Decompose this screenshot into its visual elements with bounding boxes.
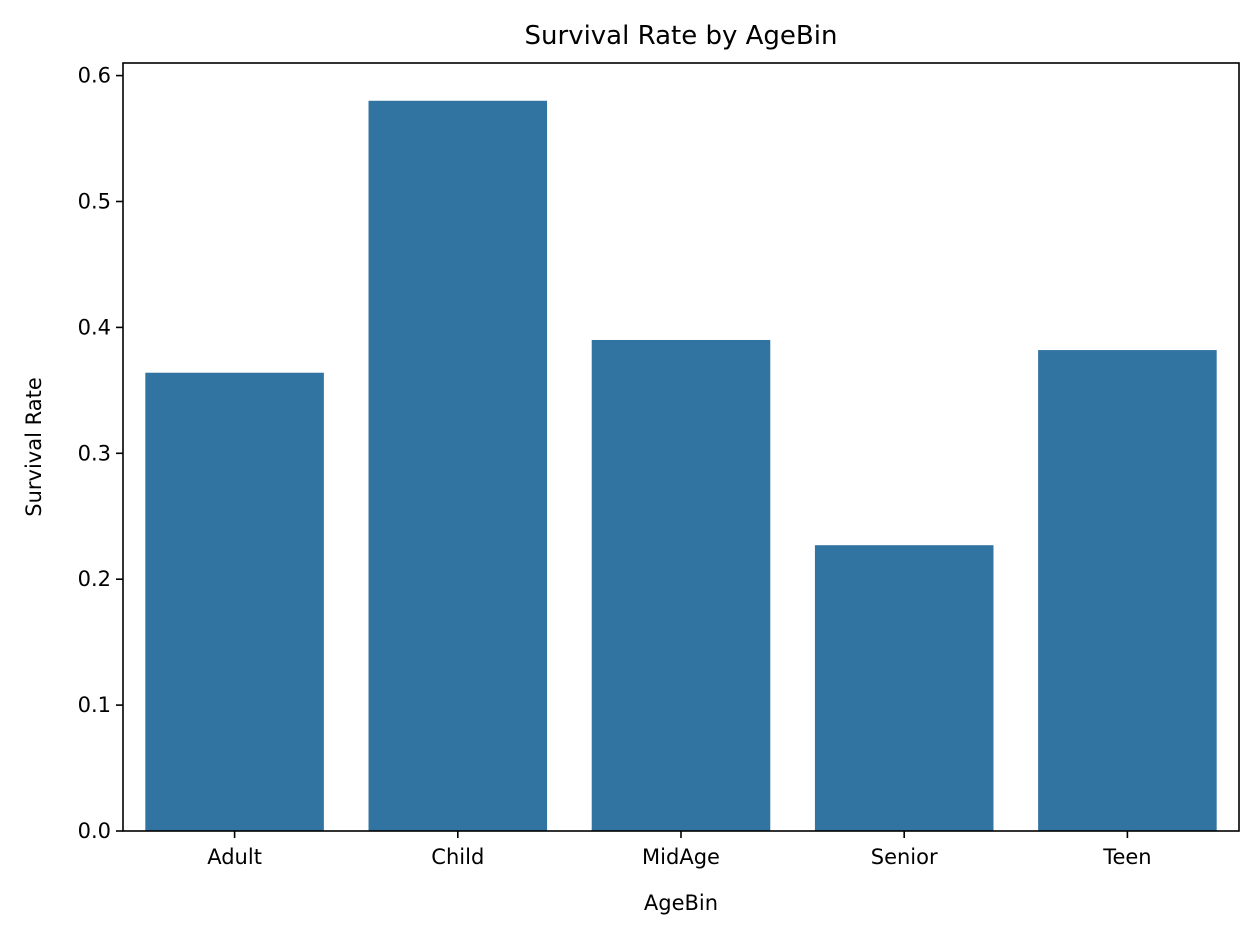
x-tick-label: Senior — [871, 845, 938, 869]
bar-adult — [145, 372, 324, 831]
y-tick-label: 0.3 — [78, 441, 111, 465]
y-tick-label: 0.4 — [78, 315, 111, 339]
x-tick-label: Teen — [1102, 845, 1151, 869]
x-tick-label: Adult — [207, 845, 262, 869]
chart-title: Survival Rate by AgeBin — [525, 21, 838, 51]
bar-midage — [591, 339, 771, 831]
x-axis-label: AgeBin — [644, 891, 718, 915]
y-tick-label: 0.6 — [78, 64, 111, 88]
y-tick-label: 0.1 — [78, 693, 111, 717]
bar-teen — [1038, 350, 1217, 831]
bar-child — [368, 100, 548, 831]
bar-senior — [814, 545, 994, 831]
y-tick-label: 0.5 — [78, 189, 111, 213]
y-tick-label: 0.0 — [78, 819, 111, 843]
x-axis-ticks: Adult Child MidAge Senior Teen — [207, 831, 1152, 869]
x-tick-label: MidAge — [642, 845, 720, 869]
x-tick-label: Child — [431, 845, 484, 869]
y-axis-ticks: 0.0 0.1 0.2 0.3 0.4 0.5 0.6 — [78, 64, 123, 843]
bars-layer — [145, 100, 1217, 831]
y-tick-label: 0.2 — [78, 567, 111, 591]
plot-frame — [122, 62, 1240, 832]
y-axis-label: Survival Rate — [22, 377, 46, 517]
